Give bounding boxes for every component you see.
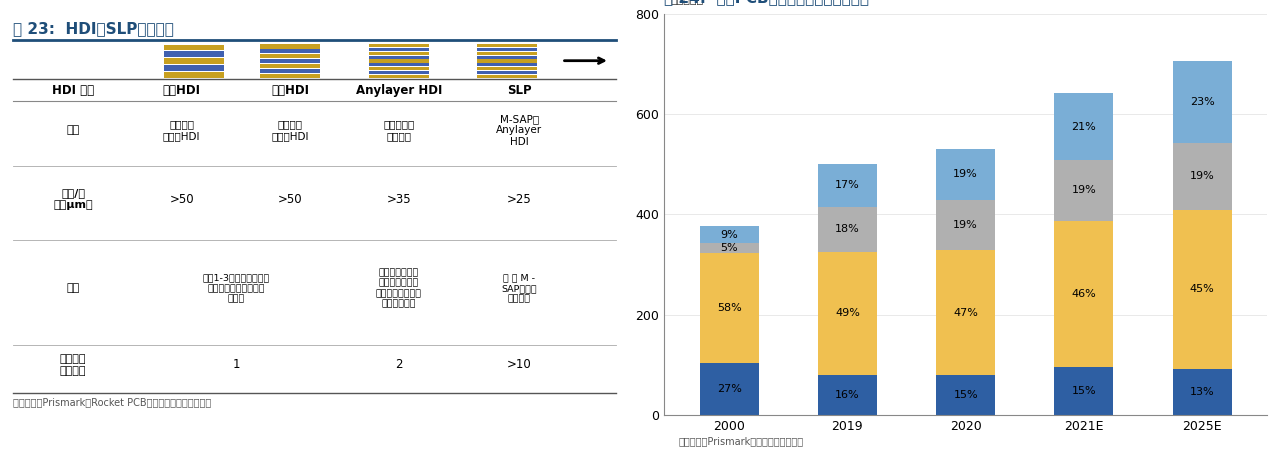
Bar	[369, 48, 429, 51]
Text: 15%: 15%	[954, 390, 978, 400]
Text: 19%: 19%	[954, 169, 978, 179]
Bar	[477, 55, 538, 59]
Text: 19%: 19%	[954, 220, 978, 230]
Bar	[936, 149, 996, 199]
Text: 47%: 47%	[954, 308, 978, 318]
Text: 数据来源：Prismark，广发证券发展研究: 数据来源：Prismark，广发证券发展研究	[678, 437, 804, 446]
Bar	[477, 63, 538, 66]
Bar	[936, 250, 996, 375]
Bar	[1055, 160, 1114, 221]
Bar	[477, 52, 538, 55]
Bar	[369, 63, 429, 66]
Text: 18%: 18%	[835, 224, 860, 234]
Text: 5%: 5%	[721, 243, 739, 253]
Text: 27%: 27%	[717, 384, 741, 394]
Bar	[1172, 61, 1231, 143]
Bar	[260, 74, 320, 78]
Bar	[818, 164, 877, 207]
Bar	[1172, 369, 1231, 415]
Bar	[164, 51, 224, 57]
Bar	[1055, 93, 1114, 160]
Text: 一阶HDI: 一阶HDI	[163, 84, 201, 97]
Text: 图 23:  HDI与SLP参数对比: 图 23: HDI与SLP参数对比	[13, 22, 174, 37]
Text: M-SAP的
Anylayer
HDI: M-SAP的 Anylayer HDI	[497, 114, 543, 147]
Bar	[369, 52, 429, 55]
Text: 连接相邻
两层的HDI: 连接相邻 两层的HDI	[163, 120, 201, 141]
Text: 线宽/线
距（μm）: 线宽/线 距（μm）	[54, 189, 93, 210]
Text: 58%: 58%	[717, 303, 741, 313]
Bar	[164, 58, 224, 64]
Text: >50: >50	[278, 193, 302, 206]
Bar	[164, 72, 224, 78]
Text: 连接相邻
三层的HDI: 连接相邻 三层的HDI	[271, 120, 308, 141]
Text: Anylayer HDI: Anylayer HDI	[356, 84, 442, 97]
Text: 数据来源：Prismark，Rocket PCB，广发证券发展研究中心: 数据来源：Prismark，Rocket PCB，广发证券发展研究中心	[13, 397, 211, 407]
Text: 17%: 17%	[835, 180, 860, 190]
Text: 二阶HDI: 二阶HDI	[271, 84, 310, 97]
Text: 2: 2	[396, 358, 402, 371]
Bar	[1172, 143, 1231, 210]
Bar	[477, 60, 538, 63]
Bar	[818, 252, 877, 375]
Bar	[369, 74, 429, 78]
Text: >35: >35	[387, 193, 411, 206]
Bar	[1172, 210, 1231, 369]
Bar	[700, 364, 759, 415]
Text: SLP: SLP	[507, 84, 531, 97]
Bar	[369, 44, 429, 47]
Text: 需 用 M -
SAP，工艺
难度更大: 需 用 M - SAP，工艺 难度更大	[502, 274, 538, 304]
Text: 15%: 15%	[1071, 386, 1096, 396]
Bar	[260, 59, 320, 63]
Text: 21%: 21%	[1071, 122, 1096, 132]
Bar	[477, 44, 538, 47]
Text: 49%: 49%	[835, 308, 860, 318]
Bar	[260, 44, 320, 49]
Bar	[700, 244, 759, 253]
Bar	[936, 375, 996, 415]
Bar	[260, 54, 320, 58]
Text: 仅需1-3次压合，不需要
设置不同层的过孔，工
艺成熟: 仅需1-3次压合，不需要 设置不同层的过孔，工 艺成熟	[202, 274, 270, 304]
Text: HDI 分类: HDI 分类	[52, 84, 95, 97]
Text: 多次压合，埋孔
工艺要求高，需
设置不同层过孔，
工艺难度较大: 多次压合，埋孔 工艺要求高，需 设置不同层过孔， 工艺难度较大	[376, 268, 422, 308]
Text: 9%: 9%	[721, 230, 739, 240]
Bar	[700, 226, 759, 244]
Bar	[369, 71, 429, 74]
Bar	[700, 253, 759, 364]
Bar	[477, 67, 538, 70]
Text: >50: >50	[169, 193, 195, 206]
Text: 19%: 19%	[1190, 171, 1215, 181]
Text: 1: 1	[232, 358, 239, 371]
Bar	[818, 375, 877, 415]
Text: 镭射孔数
（万个）: 镭射孔数 （万个）	[60, 354, 86, 376]
Bar	[477, 71, 538, 74]
Bar	[164, 45, 224, 51]
Text: >10: >10	[507, 358, 531, 371]
Bar	[369, 67, 429, 70]
Bar	[260, 49, 320, 53]
Text: 难度: 难度	[67, 284, 79, 294]
Bar	[369, 55, 429, 59]
Bar	[936, 199, 996, 250]
Bar	[818, 207, 877, 252]
Text: 任意层之间
均有连接: 任意层之间 均有连接	[383, 120, 415, 141]
Text: 13%: 13%	[1190, 387, 1215, 397]
Text: 16%: 16%	[835, 390, 860, 400]
Bar	[260, 64, 320, 68]
Text: 图 24:  全球PCB市场规模及产品结构变化: 图 24: 全球PCB市场规模及产品结构变化	[664, 0, 869, 5]
Text: 定义: 定义	[67, 125, 79, 135]
Text: 19%: 19%	[1071, 185, 1096, 195]
Text: 46%: 46%	[1071, 289, 1096, 299]
Bar	[477, 48, 538, 51]
Text: >25: >25	[507, 193, 531, 206]
Bar	[164, 65, 224, 71]
Bar	[260, 69, 320, 73]
Bar	[369, 60, 429, 63]
Text: 45%: 45%	[1190, 284, 1215, 295]
Bar	[477, 74, 538, 78]
Bar	[1055, 367, 1114, 415]
Text: （亿美元）: （亿美元）	[671, 0, 703, 5]
Text: 23%: 23%	[1190, 97, 1215, 107]
Bar	[1055, 221, 1114, 367]
